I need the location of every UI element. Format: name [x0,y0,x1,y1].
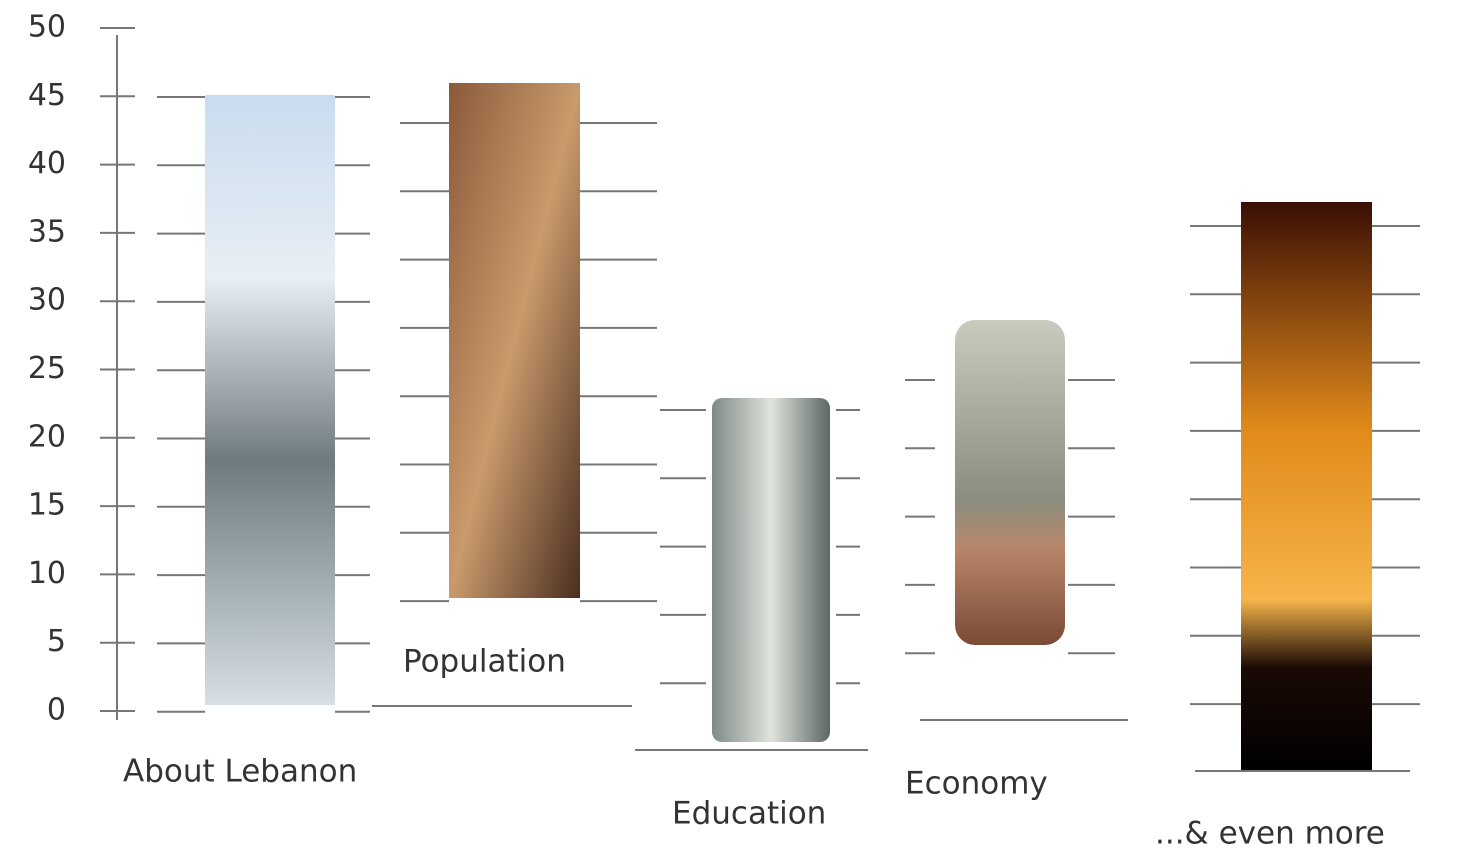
y-tick-label: 20 [28,419,66,454]
item-label: Population [403,644,566,680]
y-tick-label: 50 [28,10,66,45]
y-tick-label: 0 [47,693,66,728]
y-tick-label: 25 [28,351,66,386]
money-hand-picture [955,320,1065,645]
item-label: ...& even more [1155,816,1385,851]
item-label: About Lebanon [123,754,357,790]
item-label: Education [672,796,826,832]
y-tick-label: 40 [28,146,66,181]
faces-picture [449,83,580,598]
y-tick-label: 45 [28,78,66,113]
y-tick-label: 10 [28,556,66,591]
y-tick-label: 30 [28,283,66,318]
y-tick-label: 15 [28,488,66,523]
y-tick-label: 35 [28,214,66,249]
wind-turbines-picture [1241,202,1372,770]
snow-trees-picture [205,95,335,705]
y-tick-label: 5 [47,624,66,659]
item-label: Economy [905,766,1048,802]
books-picture [712,398,830,742]
